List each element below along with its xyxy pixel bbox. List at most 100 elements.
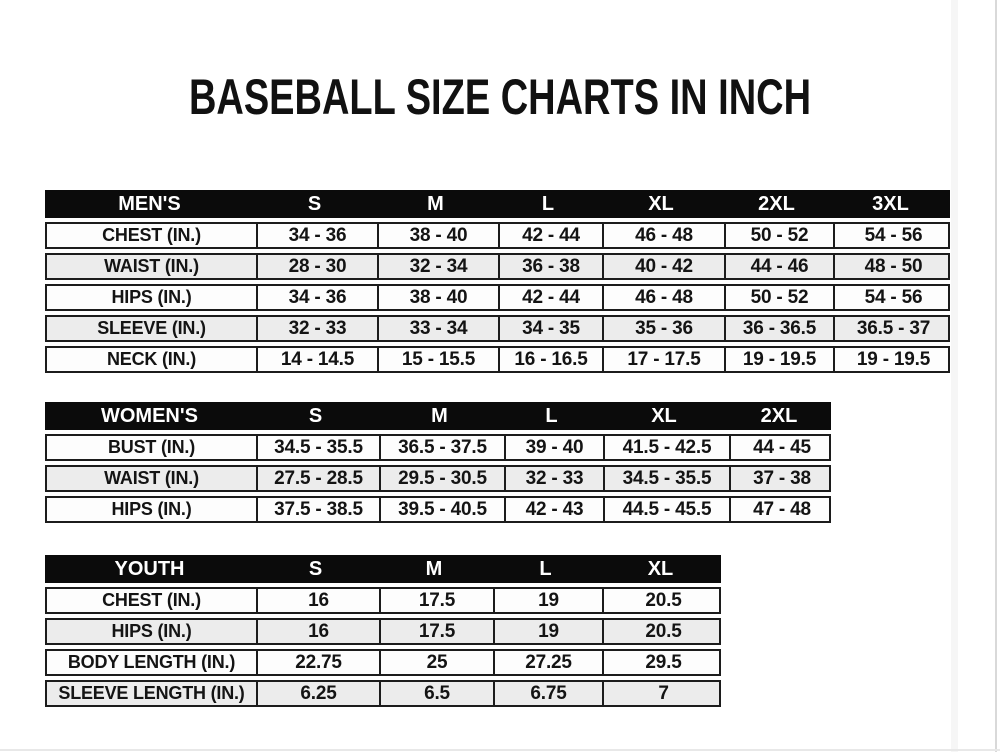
table-row: NECK (IN.) 14 - 14.5 15 - 15.5 16 - 16.5 17 … <box>45 346 950 373</box>
header-cell: YOUTH <box>114 557 185 580</box>
size-value: 46 - 48 <box>602 286 724 309</box>
header-cell: S <box>308 557 323 580</box>
size-value: 20.5 <box>602 589 723 612</box>
table-row: BUST (IN.) 34.5 - 35.5 36.5 - 37.5 39 - 40 4… <box>45 434 831 461</box>
size-value: 34 - 36 <box>256 224 377 247</box>
table-row: WAIST (IN.) 28 - 30 32 - 34 36 - 38 40 - 42 4… <box>45 253 950 280</box>
size-value: 6.25 <box>256 682 379 705</box>
size-value: 16 <box>256 589 379 612</box>
table-row: CHEST (IN.) 34 - 36 38 - 40 42 - 44 46 - 48 5… <box>45 222 950 249</box>
size-value: 54 - 56 <box>833 286 952 309</box>
size-value: 50 - 52 <box>724 286 833 309</box>
table-row: SLEEVE LENGTH (IN.) 6.25 6.5 6.75 7 <box>45 680 721 707</box>
size-value: 44 - 46 <box>724 255 833 278</box>
size-value: 34 - 35 <box>498 317 602 340</box>
size-value: 20.5 <box>602 620 723 643</box>
row-label: CHEST (IN.) <box>102 590 201 610</box>
size-value: 36 - 36.5 <box>724 317 833 340</box>
size-value: 44 - 45 <box>729 436 833 459</box>
header-cell: MEN'S <box>118 192 181 215</box>
row-label: HIPS (IN.) <box>111 621 192 641</box>
size-value: 15 - 15.5 <box>377 348 498 371</box>
header-cell: 2XL <box>760 404 798 427</box>
size-value: 22.75 <box>256 651 379 674</box>
size-value: 7 <box>602 682 723 705</box>
size-value: 37 - 38 <box>729 467 833 490</box>
size-value: 41.5 - 42.5 <box>603 436 729 459</box>
size-value: 17 - 17.5 <box>602 348 724 371</box>
size-value: 29.5 <box>602 651 723 674</box>
size-value: 29.5 - 30.5 <box>379 467 504 490</box>
table-header-row: WOMEN'S S M L XL 2XL <box>45 402 831 430</box>
size-value: 35 - 36 <box>602 317 724 340</box>
table-row: WAIST (IN.) 27.5 - 28.5 29.5 - 30.5 32 - 33… <box>45 465 831 492</box>
size-value: 19 <box>493 620 602 643</box>
header-cell: L <box>539 557 552 580</box>
row-label: HIPS (IN.) <box>111 499 192 519</box>
size-value: 39.5 - 40.5 <box>379 498 504 521</box>
table-header-row: YOUTH S M L XL <box>45 555 721 583</box>
row-label: SLEEVE (IN.) <box>97 318 206 338</box>
table-row: SLEEVE (IN.) 32 - 33 33 - 34 34 - 35 35 - 36… <box>45 315 950 342</box>
size-value: 36 - 38 <box>498 255 602 278</box>
size-value: 32 - 33 <box>504 467 603 490</box>
header-cell: L <box>541 192 555 215</box>
size-value: 42 - 43 <box>504 498 603 521</box>
header-cell: L <box>545 404 558 427</box>
size-value: 42 - 44 <box>498 286 602 309</box>
size-value: 48 - 50 <box>833 255 952 278</box>
row-label: BODY LENGTH (IN.) <box>67 652 236 672</box>
size-value: 19 - 19.5 <box>724 348 833 371</box>
size-value: 19 - 19.5 <box>833 348 952 371</box>
size-value: 17.5 <box>379 589 493 612</box>
header-cell: WOMEN'S <box>101 404 198 427</box>
size-value: 17.5 <box>379 620 493 643</box>
table-row: HIPS (IN.) 37.5 - 38.5 39.5 - 40.5 42 - 43 4… <box>45 496 831 523</box>
header-cell: M <box>427 192 444 215</box>
size-value: 38 - 40 <box>377 286 498 309</box>
row-label: BUST (IN.) <box>108 437 195 457</box>
size-value: 36.5 - 37 <box>833 317 952 340</box>
size-value: 54 - 56 <box>833 224 952 247</box>
size-value: 28 - 30 <box>256 255 377 278</box>
size-value: 47 - 48 <box>729 498 833 521</box>
size-value: 14 - 14.5 <box>256 348 377 371</box>
size-value: 16 - 16.5 <box>498 348 602 371</box>
header-cell: M <box>431 404 448 427</box>
header-cell: S <box>308 404 323 427</box>
table-row: CHEST (IN.) 16 17.5 19 20.5 <box>45 587 721 614</box>
size-value: 25 <box>379 651 493 674</box>
size-value: 19 <box>493 589 602 612</box>
size-value: 6.5 <box>379 682 493 705</box>
size-value: 38 - 40 <box>377 224 498 247</box>
table-header-row: MEN'S S M L XL 2XL 3XL <box>45 190 950 218</box>
size-value: 33 - 34 <box>377 317 498 340</box>
header-cell: XL <box>651 404 677 427</box>
row-label: NECK (IN.) <box>107 349 196 369</box>
size-value: 37.5 - 38.5 <box>256 498 379 521</box>
header-cell: 3XL <box>872 192 909 215</box>
page-title: BASEBALL SIZE CHARTS IN INCH <box>188 69 812 125</box>
size-value: 40 - 42 <box>602 255 724 278</box>
size-value: 32 - 33 <box>256 317 377 340</box>
youth-size-table: YOUTH S M L XL CHEST (IN.) 16 17.5 19 20.5 HIPS (I… <box>45 555 721 711</box>
size-value: 46 - 48 <box>602 224 724 247</box>
table-row: BODY LENGTH (IN.) 22.75 25 27.25 29.5 <box>45 649 721 676</box>
scan-fold-artifact <box>951 0 958 752</box>
size-value: 36.5 - 37.5 <box>379 436 504 459</box>
size-value: 39 - 40 <box>504 436 603 459</box>
size-value: 27.25 <box>493 651 602 674</box>
size-value: 50 - 52 <box>724 224 833 247</box>
size-value: 6.75 <box>493 682 602 705</box>
row-label: HIPS (IN.) <box>111 287 192 307</box>
header-cell: 2XL <box>758 192 795 215</box>
header-cell: S <box>307 192 322 215</box>
size-value: 42 - 44 <box>498 224 602 247</box>
size-value: 34.5 - 35.5 <box>603 467 729 490</box>
row-label: WAIST (IN.) <box>104 468 199 488</box>
size-value: 32 - 34 <box>377 255 498 278</box>
row-label: WAIST (IN.) <box>104 256 199 276</box>
header-cell: XL <box>647 557 674 580</box>
row-label: SLEEVE LENGTH (IN.) <box>58 683 245 703</box>
size-value: 34.5 - 35.5 <box>256 436 379 459</box>
